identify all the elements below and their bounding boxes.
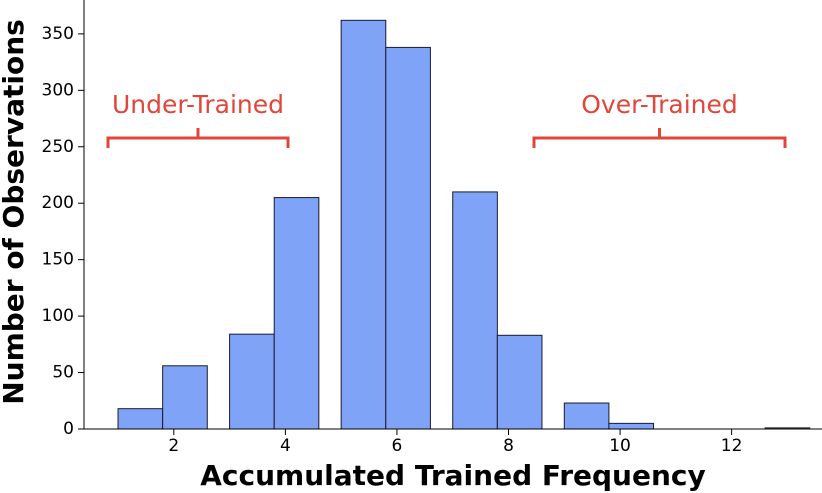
bar: [496, 334, 543, 430]
y-tick-label: 150: [42, 250, 74, 270]
bar: [273, 197, 320, 430]
x-tick-label: 4: [280, 436, 291, 456]
y-tick-label: 300: [42, 80, 74, 100]
annotation: Over-Trained: [581, 90, 738, 119]
y-tick-label: 200: [42, 193, 74, 213]
bar: [229, 333, 275, 430]
bar: [385, 46, 431, 430]
bar: [340, 19, 387, 430]
annotation: Under-Trained: [112, 90, 284, 119]
bar: [452, 191, 498, 430]
x-tick-label: 8: [503, 436, 514, 456]
x-tick-label: 6: [392, 436, 403, 456]
x-axis-title: Accumulated Trained Frequency: [200, 459, 706, 492]
x-tick-label: 12: [721, 436, 743, 456]
x-tick-label: 2: [168, 436, 179, 456]
y-tick-label: 100: [42, 306, 74, 326]
bar: [162, 365, 208, 430]
y-tick-label: 350: [42, 24, 74, 44]
brace: [532, 128, 787, 148]
bar: [117, 408, 164, 430]
brace: [106, 128, 290, 148]
y-tick-label: 50: [52, 363, 74, 383]
bar: [563, 402, 610, 430]
y-axis-title: Number of Observations: [0, 19, 30, 405]
x-tick-label: 10: [609, 436, 631, 456]
y-tick-label: 250: [42, 137, 74, 157]
bar: [608, 422, 655, 430]
y-tick-label: 0: [63, 419, 74, 439]
